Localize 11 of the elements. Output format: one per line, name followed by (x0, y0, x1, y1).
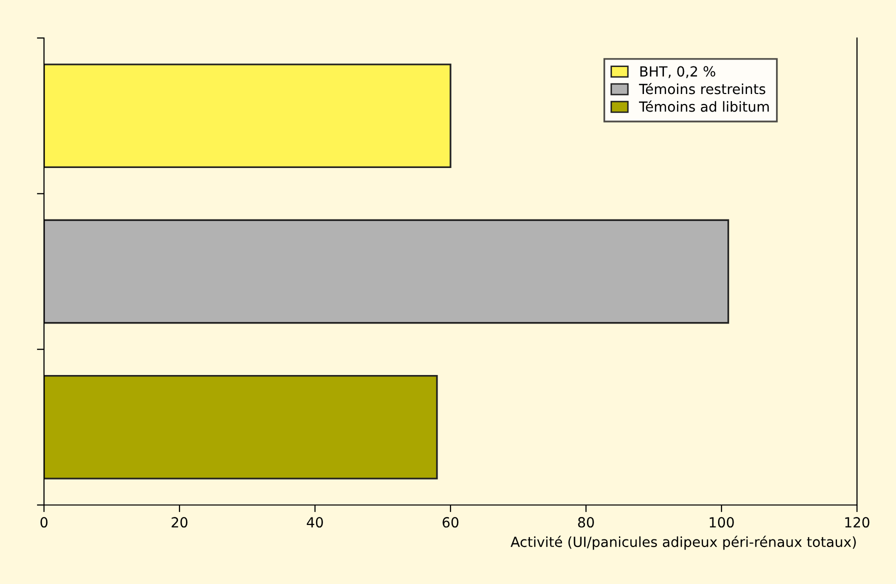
x-tick-label: 100 (710, 517, 734, 528)
legend-label: Témoins ad libitum (638, 100, 769, 112)
x-tick-label: 40 (306, 517, 323, 528)
x-axis-title: Activité (UI/panicules adipeux péri-rénaux totaux) (510, 536, 856, 550)
legend-label: Témoins restreints (638, 82, 766, 94)
x-tick-label: 20 (172, 517, 188, 528)
x-tick-label: 80 (578, 517, 594, 528)
legend-label: BHT, 0,2 % (640, 66, 716, 78)
x-tick-label: 120 (845, 517, 870, 528)
x-tick-label: 60 (442, 517, 458, 528)
x-tick-label: 0 (40, 517, 48, 528)
